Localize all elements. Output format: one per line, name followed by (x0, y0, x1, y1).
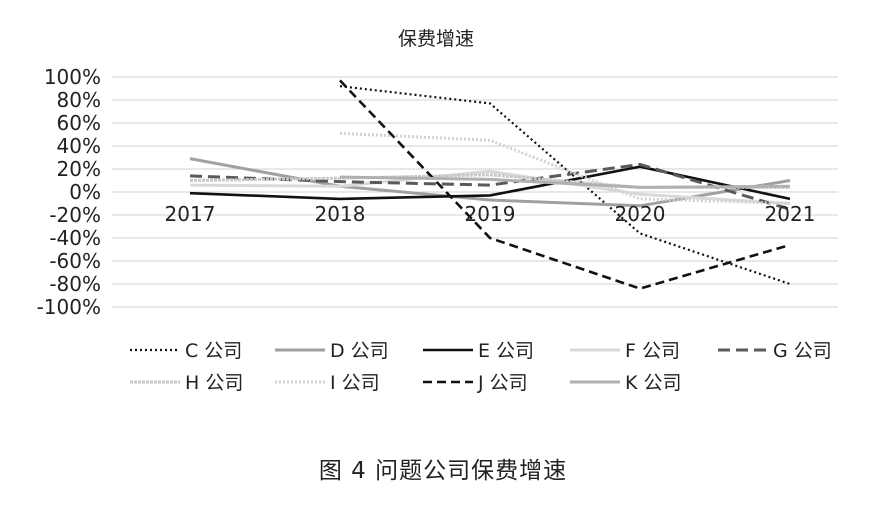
legend-label: H 公司 (185, 372, 243, 394)
x-tick-label: 2020 (615, 202, 666, 226)
legend-label: E 公司 (478, 340, 534, 362)
series-line (189, 169, 791, 205)
legend-label: D 公司 (330, 340, 389, 362)
legend-label: I 公司 (330, 372, 380, 394)
y-tick-label: -100% (37, 295, 101, 319)
y-tick-label: -80% (49, 272, 101, 296)
legend: C 公司 D 公司 E 公司 F 公司 G 公司 H 公司 I 公司 J 公司 K 公司 (130, 340, 832, 394)
series-line (339, 79, 791, 290)
series-line (189, 165, 791, 201)
y-tick-label: -40% (49, 226, 101, 250)
x-tick-label: 2017 (165, 202, 216, 226)
legend-label: G 公司 (773, 340, 832, 362)
legend-label: K 公司 (625, 372, 682, 394)
x-tick-label: 2019 (465, 202, 516, 226)
y-tick-label: 100% (44, 65, 101, 89)
legend-label: C 公司 (185, 340, 242, 362)
y-tick-label: -60% (49, 249, 101, 273)
chart-title: 保费增速 (398, 28, 474, 50)
x-tick-label: 2021 (765, 202, 816, 226)
y-tick-label: -20% (49, 203, 101, 227)
series-line (339, 85, 791, 286)
line-chart: 保费增速 100%80%60%40%20%0%-20%-40%-60%-80%-… (37, 28, 838, 394)
gridlines (112, 76, 838, 308)
y-tick-label: 20% (57, 157, 101, 181)
y-tick-label: 60% (57, 111, 101, 135)
legend-label: F 公司 (625, 340, 680, 362)
legend-label: J 公司 (477, 372, 528, 394)
y-tick-label: 40% (57, 134, 101, 158)
y-tick-label: 0% (69, 180, 101, 204)
figure-caption: 图 4 问题公司保费增速 (318, 458, 568, 484)
y-tick-label: 80% (57, 88, 101, 112)
series-lines (189, 79, 791, 290)
x-axis-ticks: 2017 2018 2019 2020 2021 (165, 202, 816, 226)
series-line (339, 175, 791, 189)
y-axis-ticks: 100%80%60%40%20%0%-20%-40%-60%-80%-100% (37, 65, 101, 319)
x-tick-label: 2018 (315, 202, 366, 226)
